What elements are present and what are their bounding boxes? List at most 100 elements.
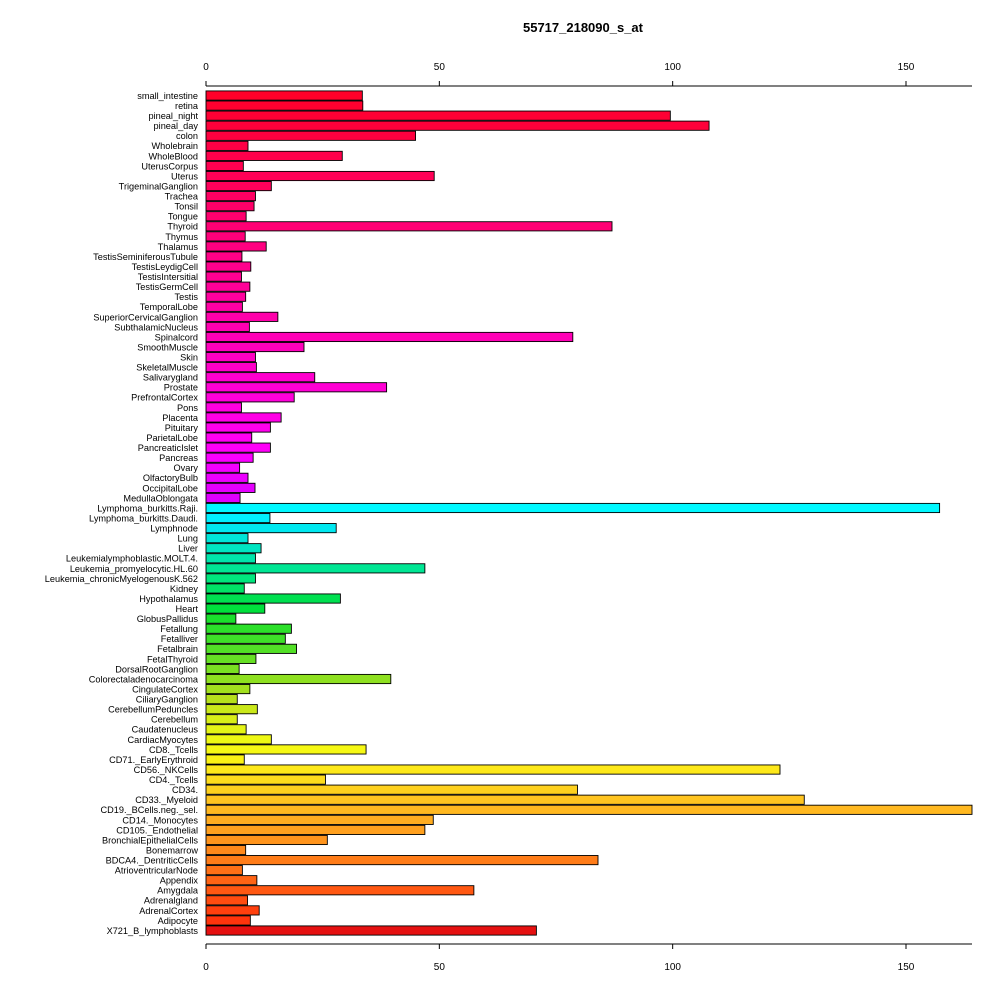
bar: [205, 643, 297, 654]
bar: [205, 724, 247, 735]
bar: [205, 482, 256, 493]
category-label: Spinalcord: [155, 332, 198, 342]
category-label: Thymus: [165, 232, 198, 242]
category-label: CardiacMyocytes: [128, 735, 199, 745]
category-label: CD8._Tcells: [149, 745, 198, 755]
bar: [205, 432, 253, 443]
bar: [205, 885, 475, 896]
category-label: Lymphoma_burkitts.Daudi.: [89, 513, 198, 523]
category-label: Colorectaladenocarcinoma: [89, 674, 199, 684]
category-label: GlobusPallidus: [137, 614, 199, 624]
chart-title: 55717_218090_s_at: [522, 20, 643, 35]
bar: [205, 895, 248, 906]
bar: [205, 362, 257, 373]
bar: [205, 875, 258, 886]
bar: [205, 372, 316, 383]
x-tick-label-bottom: 150: [898, 962, 915, 973]
bar: [205, 191, 256, 202]
bar: [205, 925, 537, 936]
category-label: Trachea: [165, 192, 199, 202]
category-label: CD34.: [172, 785, 198, 795]
category-label: AtrioventricularNode: [115, 866, 198, 876]
bar: [205, 301, 243, 312]
bar: [205, 331, 574, 343]
category-label: pineal_day: [154, 121, 199, 131]
x-tick-label-top: 50: [434, 62, 446, 73]
bar: [205, 734, 272, 745]
bar: [205, 382, 388, 393]
bar: [205, 613, 237, 624]
category-label: Uterus: [171, 171, 198, 181]
category-label: Tonsil: [175, 202, 199, 212]
category-label: TrigeminalGanglion: [119, 181, 198, 191]
category-label: X721_B_lymphoblasts: [107, 926, 199, 936]
bar: [205, 684, 251, 695]
category-label: CD105._Endothelial: [116, 825, 198, 835]
bar: [205, 352, 256, 363]
bar: [205, 573, 256, 584]
category-label: FetalThyroid: [147, 654, 198, 664]
category-label: Liver: [178, 544, 198, 554]
category-label: ParietalLobe: [146, 433, 198, 443]
category-label: Leukemia_promyelocytic.HL.60: [70, 564, 198, 574]
bar: [205, 110, 671, 121]
bar: [205, 170, 435, 182]
bar: [205, 603, 266, 614]
bar: [205, 543, 262, 554]
category-label: WholeBlood: [148, 151, 198, 161]
category-label: BronchialEpithelialCells: [102, 835, 198, 845]
bar: [205, 633, 286, 644]
category-label: BDCA4._DentriticCells: [106, 855, 199, 865]
category-label: CD56._NKCells: [134, 765, 199, 775]
category-label: Prostate: [164, 383, 198, 393]
category-label: TestisIntersitial: [138, 272, 198, 282]
category-label: Adipocyte: [158, 916, 198, 926]
bar: [205, 392, 295, 403]
bar: [205, 563, 426, 574]
bar: [205, 160, 244, 172]
bar: [205, 231, 246, 242]
bar: [205, 673, 392, 685]
bar: [205, 533, 249, 544]
category-label: Appendix: [160, 876, 199, 886]
category-label: colon: [176, 131, 198, 141]
category-label: Leukemia_chronicMyelogenousK.562: [45, 574, 198, 584]
bar: [205, 844, 247, 856]
category-label: CD33._Myeloid: [135, 795, 198, 805]
category-label: CD4._Tcells: [149, 775, 198, 785]
bar: [205, 412, 282, 423]
x-tick-label-bottom: 50: [434, 962, 446, 973]
x-tick-label-top: 150: [898, 62, 915, 73]
bar: [205, 663, 240, 674]
category-label: Ovary: [173, 463, 198, 473]
bar: [205, 855, 599, 866]
bar: [205, 181, 272, 192]
category-label: Lymphnode: [150, 524, 198, 534]
category-label: CingulateCortex: [132, 684, 198, 694]
bar: [205, 784, 578, 795]
bar: [205, 794, 805, 805]
bar: [205, 834, 328, 846]
bar: [205, 321, 250, 332]
category-label: Caudatenucleus: [132, 725, 199, 735]
bar: [205, 764, 781, 775]
category-label: retina: [175, 101, 199, 111]
bar: [205, 251, 243, 262]
category-label: Wholebrain: [152, 141, 198, 151]
bar: [205, 502, 941, 514]
category-label: PrefrontalCortex: [131, 393, 198, 403]
bar: [205, 442, 271, 453]
bar: [205, 694, 238, 705]
bar: [205, 452, 254, 463]
bar: [205, 221, 613, 232]
bar: [205, 311, 279, 322]
bar: [205, 281, 251, 292]
category-label: SkeletalMuscle: [136, 363, 198, 373]
bar: [205, 583, 245, 594]
category-label: small_intestine: [137, 91, 198, 101]
category-label: Fetallung: [160, 624, 198, 634]
category-label: SubthalamicNucleus: [114, 322, 198, 332]
category-label: Placenta: [162, 413, 199, 423]
category-label: Hypothalamus: [139, 594, 198, 604]
